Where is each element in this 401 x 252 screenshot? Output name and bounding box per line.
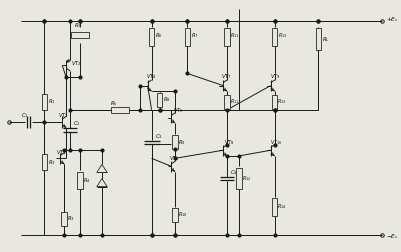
Bar	[41, 94, 47, 110]
Text: $C_1$: $C_1$	[20, 111, 28, 120]
Bar	[41, 154, 47, 170]
Text: $R_4$: $R_4$	[83, 176, 91, 185]
Text: $VT_1$: $VT_1$	[58, 111, 69, 120]
Text: $R_2$: $R_2$	[74, 21, 82, 30]
Text: $VT_8$: $VT_8$	[223, 138, 234, 147]
Text: $R_{11}$: $R_{11}$	[229, 97, 239, 106]
Bar	[156, 93, 162, 107]
Text: $VT_9$: $VT_9$	[269, 72, 280, 81]
Text: $C_4$: $C_4$	[229, 168, 237, 177]
Text: $VT_5$: $VT_5$	[169, 154, 180, 163]
Bar	[148, 28, 154, 46]
Text: $R_{13}$: $R_{13}$	[277, 30, 287, 40]
Text: $-E_c$: $-E_c$	[385, 232, 398, 241]
Text: $+E_c$: $+E_c$	[385, 15, 398, 24]
Text: $VT_6$: $VT_6$	[173, 106, 183, 115]
Bar	[236, 168, 241, 189]
Text: $R_7$: $R_7$	[190, 30, 198, 40]
Bar	[224, 95, 229, 109]
Bar	[271, 198, 277, 216]
Polygon shape	[97, 164, 107, 172]
Text: $R_3$: $R_3$	[67, 214, 75, 224]
Bar	[224, 28, 229, 46]
Text: $R_{12}$: $R_{12}$	[241, 174, 251, 183]
Bar	[61, 212, 67, 226]
Bar	[71, 32, 89, 38]
Text: $R_{11}$: $R_{11}$	[230, 30, 239, 40]
Bar	[77, 172, 83, 189]
Bar	[111, 107, 128, 113]
Text: $C_3$: $C_3$	[154, 132, 162, 141]
Text: $R_{14}$: $R_{14}$	[277, 202, 286, 211]
Text: $R_5$: $R_5$	[109, 99, 117, 108]
Bar	[172, 135, 177, 149]
Text: $VT_4$: $VT_4$	[145, 72, 156, 81]
Text: $R_{10}$: $R_{10}$	[177, 210, 187, 219]
Text: $R_3$: $R_3$	[48, 158, 56, 167]
Text: $C_2$: $C_2$	[73, 119, 81, 129]
Bar	[271, 95, 277, 109]
Text: $VT_{10}$: $VT_{10}$	[269, 138, 281, 147]
Text: $R_1$: $R_1$	[48, 97, 55, 106]
Text: $VT_3$: $VT_3$	[56, 148, 67, 157]
Text: $R_6$: $R_6$	[154, 30, 162, 40]
Text: $VT_2$: $VT_2$	[71, 59, 81, 68]
Text: $R_8$: $R_8$	[162, 95, 170, 104]
Text: $R_{13}$: $R_{13}$	[277, 97, 286, 106]
Text: $R_9$: $R_9$	[178, 138, 186, 147]
Text: $R_L$: $R_L$	[321, 35, 328, 44]
Bar	[271, 28, 277, 46]
Bar	[315, 28, 320, 50]
Text: $VT_7$: $VT_7$	[221, 72, 231, 81]
Bar	[184, 28, 190, 46]
Polygon shape	[97, 179, 107, 187]
Bar	[172, 208, 177, 222]
